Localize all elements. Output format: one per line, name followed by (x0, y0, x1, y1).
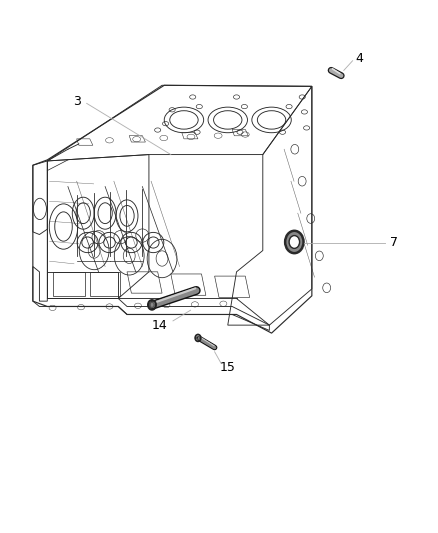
Text: 4: 4 (355, 52, 363, 65)
Text: 3: 3 (73, 95, 81, 108)
Text: 14: 14 (152, 319, 168, 332)
Text: 7: 7 (390, 236, 398, 249)
Text: 15: 15 (220, 361, 236, 374)
